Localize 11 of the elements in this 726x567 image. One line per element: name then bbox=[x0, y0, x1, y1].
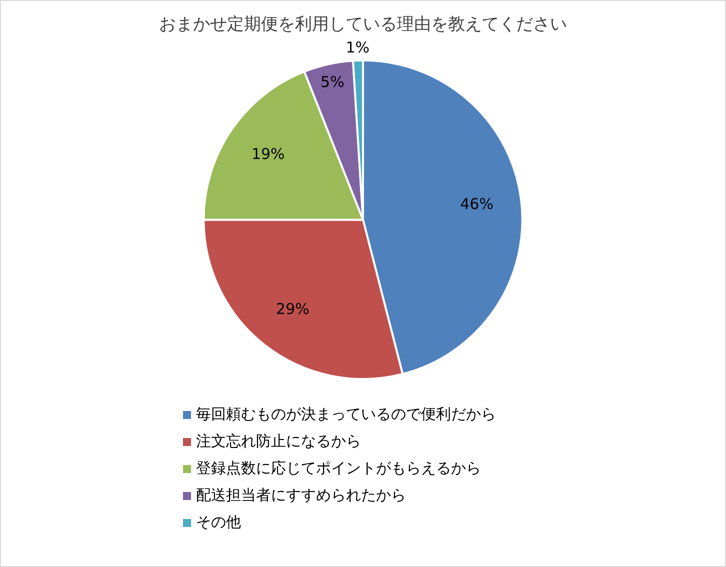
legend-label: 毎回頼むものが決まっているので便利だから bbox=[196, 405, 496, 424]
data-label: 29% bbox=[276, 300, 310, 318]
legend-label: 配送担当者にすすめられたから bbox=[196, 486, 406, 505]
data-label: 1% bbox=[346, 38, 370, 56]
data-label: 5% bbox=[320, 72, 344, 91]
legend-label: 注文忘れ防止になるから bbox=[196, 432, 361, 451]
legend-label: 登録点数に応じてポイントがもらえるから bbox=[196, 459, 481, 478]
legend-label: その他 bbox=[196, 513, 241, 532]
data-label: 19% bbox=[251, 145, 285, 164]
data-label: 46% bbox=[460, 195, 494, 214]
chart-title: おまかせ定期便を利用している理由を教えてください bbox=[159, 14, 567, 35]
